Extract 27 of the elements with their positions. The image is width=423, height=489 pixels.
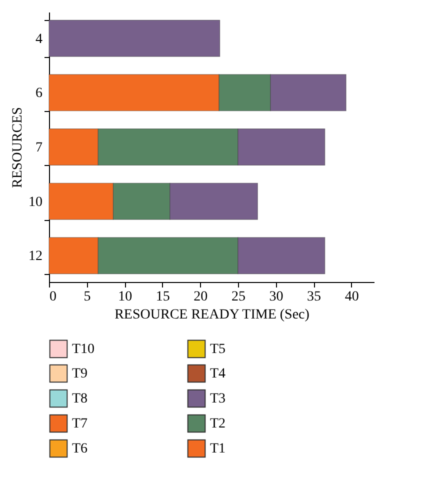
y-tick-label: 4 [36, 32, 42, 47]
legend-label: T10 [72, 342, 95, 357]
x-tick-label: 0 [50, 290, 56, 304]
y-tick-label: 7 [36, 140, 42, 156]
x-tick-label: 15 [156, 290, 170, 304]
legend-label: T1 [210, 442, 226, 456]
x-tick-label: 5 [84, 290, 91, 304]
legend-label: T8 [72, 392, 88, 406]
legend-label: T9 [72, 366, 88, 382]
legend-label: T6 [72, 442, 88, 456]
x-tick-label: 30 [269, 290, 284, 304]
y-axis-title: RESOURCES [10, 107, 26, 188]
bar [48, 20, 220, 57]
x-axis-title: RESOURCE READY TIME (Sec) [114, 308, 310, 322]
legend-label: T7 [72, 416, 88, 432]
legend-label: T4 [210, 366, 226, 382]
x-tick-label: 25 [231, 290, 246, 304]
x-tick-label: 20 [194, 290, 208, 304]
x-tick-label: 10 [118, 290, 132, 304]
x-tick-label: 40 [344, 290, 359, 304]
x-tick-label: 35 [307, 290, 322, 304]
y-tick-label: 6 [36, 86, 42, 102]
legend-label: T2 [210, 416, 226, 432]
y-tick-label: 12 [28, 249, 42, 264]
legend-label: T3 [210, 392, 226, 406]
legend-label: T5 [210, 342, 226, 357]
y-tick-label: 10 [28, 194, 42, 210]
